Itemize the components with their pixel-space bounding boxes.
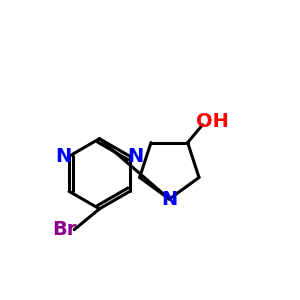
Text: OH: OH [196,112,229,131]
Text: N: N [127,147,143,166]
Text: Br: Br [52,220,77,239]
Text: N: N [161,190,177,208]
Text: N: N [56,147,72,166]
